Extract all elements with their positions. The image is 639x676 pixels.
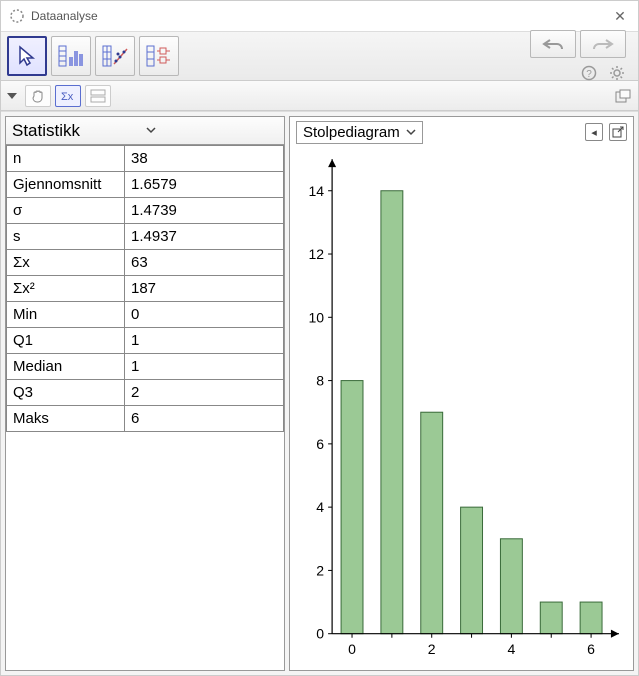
prev-chart-icon[interactable]: ◂ <box>585 123 603 141</box>
y-tick-label: 8 <box>316 373 324 389</box>
stat-label: σ <box>7 198 125 224</box>
y-tick-label: 6 <box>316 436 324 452</box>
views-dropdown-icon[interactable] <box>7 93 17 99</box>
bar <box>580 602 602 634</box>
x-tick-label: 4 <box>507 641 515 657</box>
table-row: Q32 <box>7 380 284 406</box>
stat-value: 6 <box>125 406 284 432</box>
svg-text:?: ? <box>586 69 592 80</box>
two-var-tool[interactable] <box>95 36 135 76</box>
chart-header: Stolpediagram ◂ <box>290 117 633 147</box>
stat-value: 187 <box>125 276 284 302</box>
y-tick-label: 0 <box>316 626 324 642</box>
svg-text:Σx: Σx <box>61 91 74 103</box>
app-window: Dataanalyse ✕ <box>0 0 639 676</box>
y-tick-label: 12 <box>308 246 324 262</box>
hand-tool[interactable] <box>25 85 51 107</box>
pointer-tool[interactable] <box>7 36 47 76</box>
stat-value: 1.6579 <box>125 172 284 198</box>
chart-type-select[interactable]: Stolpediagram <box>296 121 423 144</box>
boxplot-tool[interactable] <box>139 36 179 76</box>
y-tick-label: 14 <box>308 183 324 199</box>
bar <box>540 602 562 634</box>
y-tick-label: 2 <box>316 562 324 578</box>
stat-value: 2 <box>125 380 284 406</box>
bar <box>500 539 522 634</box>
layout-tool[interactable] <box>85 85 111 107</box>
close-button[interactable]: ✕ <box>610 8 630 25</box>
one-var-tool[interactable] <box>51 36 91 76</box>
table-row: Maks6 <box>7 406 284 432</box>
bar <box>341 381 363 634</box>
bar <box>381 191 403 634</box>
stat-value: 63 <box>125 250 284 276</box>
stat-label: Median <box>7 354 125 380</box>
undo-button[interactable] <box>530 30 576 58</box>
y-tick-label: 4 <box>316 499 324 515</box>
gear-icon[interactable] <box>608 64 626 82</box>
stat-label: Maks <box>7 406 125 432</box>
stat-label: Σx² <box>7 276 125 302</box>
stat-label: Q1 <box>7 328 125 354</box>
popout-icon[interactable] <box>609 123 627 141</box>
chevron-down-icon <box>145 121 278 141</box>
window-title: Dataanalyse <box>31 9 604 23</box>
redo-button[interactable] <box>580 30 626 58</box>
stat-value: 1 <box>125 328 284 354</box>
stat-label: n <box>7 146 125 172</box>
content-area: Statistikk n38Gjennomsnitt1.6579σ1.4739s… <box>1 111 638 675</box>
table-row: Σx63 <box>7 250 284 276</box>
stat-label: s <box>7 224 125 250</box>
main-toolbar: ? <box>1 31 638 81</box>
stat-label: Q3 <box>7 380 125 406</box>
stats-header-label: Statistikk <box>12 121 145 141</box>
table-row: Median1 <box>7 354 284 380</box>
table-row: Q11 <box>7 328 284 354</box>
stat-label: Σx <box>7 250 125 276</box>
sigma-tool[interactable]: Σx <box>55 85 81 107</box>
toolbar-right: ? <box>530 30 626 82</box>
stats-header-select[interactable]: Statistikk <box>6 117 284 145</box>
table-row: Gjennomsnitt1.6579 <box>7 172 284 198</box>
stat-label: Min <box>7 302 125 328</box>
bar <box>461 507 483 634</box>
bar-chart: 0 2 4 6 8 10 12 14 0 2 4 6 <box>296 149 627 664</box>
x-tick-label: 6 <box>587 641 595 657</box>
table-row: Σx²187 <box>7 276 284 302</box>
stats-panel: Statistikk n38Gjennomsnitt1.6579σ1.4739s… <box>5 116 285 671</box>
table-row: n38 <box>7 146 284 172</box>
detach-icon[interactable] <box>614 87 632 105</box>
x-tick-label: 2 <box>428 641 436 657</box>
y-tick-label: 10 <box>308 309 324 325</box>
help-icon[interactable]: ? <box>580 64 598 82</box>
stat-value: 0 <box>125 302 284 328</box>
stat-value: 1.4937 <box>125 224 284 250</box>
table-row: Min0 <box>7 302 284 328</box>
titlebar: Dataanalyse ✕ <box>1 1 638 31</box>
chevron-down-icon <box>406 127 416 137</box>
stat-label: Gjennomsnitt <box>7 172 125 198</box>
x-tick-label: 0 <box>348 641 356 657</box>
stat-value: 1.4739 <box>125 198 284 224</box>
bar <box>421 412 443 633</box>
table-row: s1.4937 <box>7 224 284 250</box>
app-icon <box>9 8 25 24</box>
chart-type-label: Stolpediagram <box>303 124 400 141</box>
stat-value: 38 <box>125 146 284 172</box>
chart-panel: Stolpediagram ◂ 0 2 4 6 8 10 12 14 0 2 4 6 <box>289 116 634 671</box>
chart-area: 0 2 4 6 8 10 12 14 0 2 4 6 <box>296 149 627 664</box>
secondary-toolbar: Σx <box>1 81 638 111</box>
table-row: σ1.4739 <box>7 198 284 224</box>
stats-table: n38Gjennomsnitt1.6579σ1.4739s1.4937Σx63Σ… <box>6 145 284 432</box>
stat-value: 1 <box>125 354 284 380</box>
